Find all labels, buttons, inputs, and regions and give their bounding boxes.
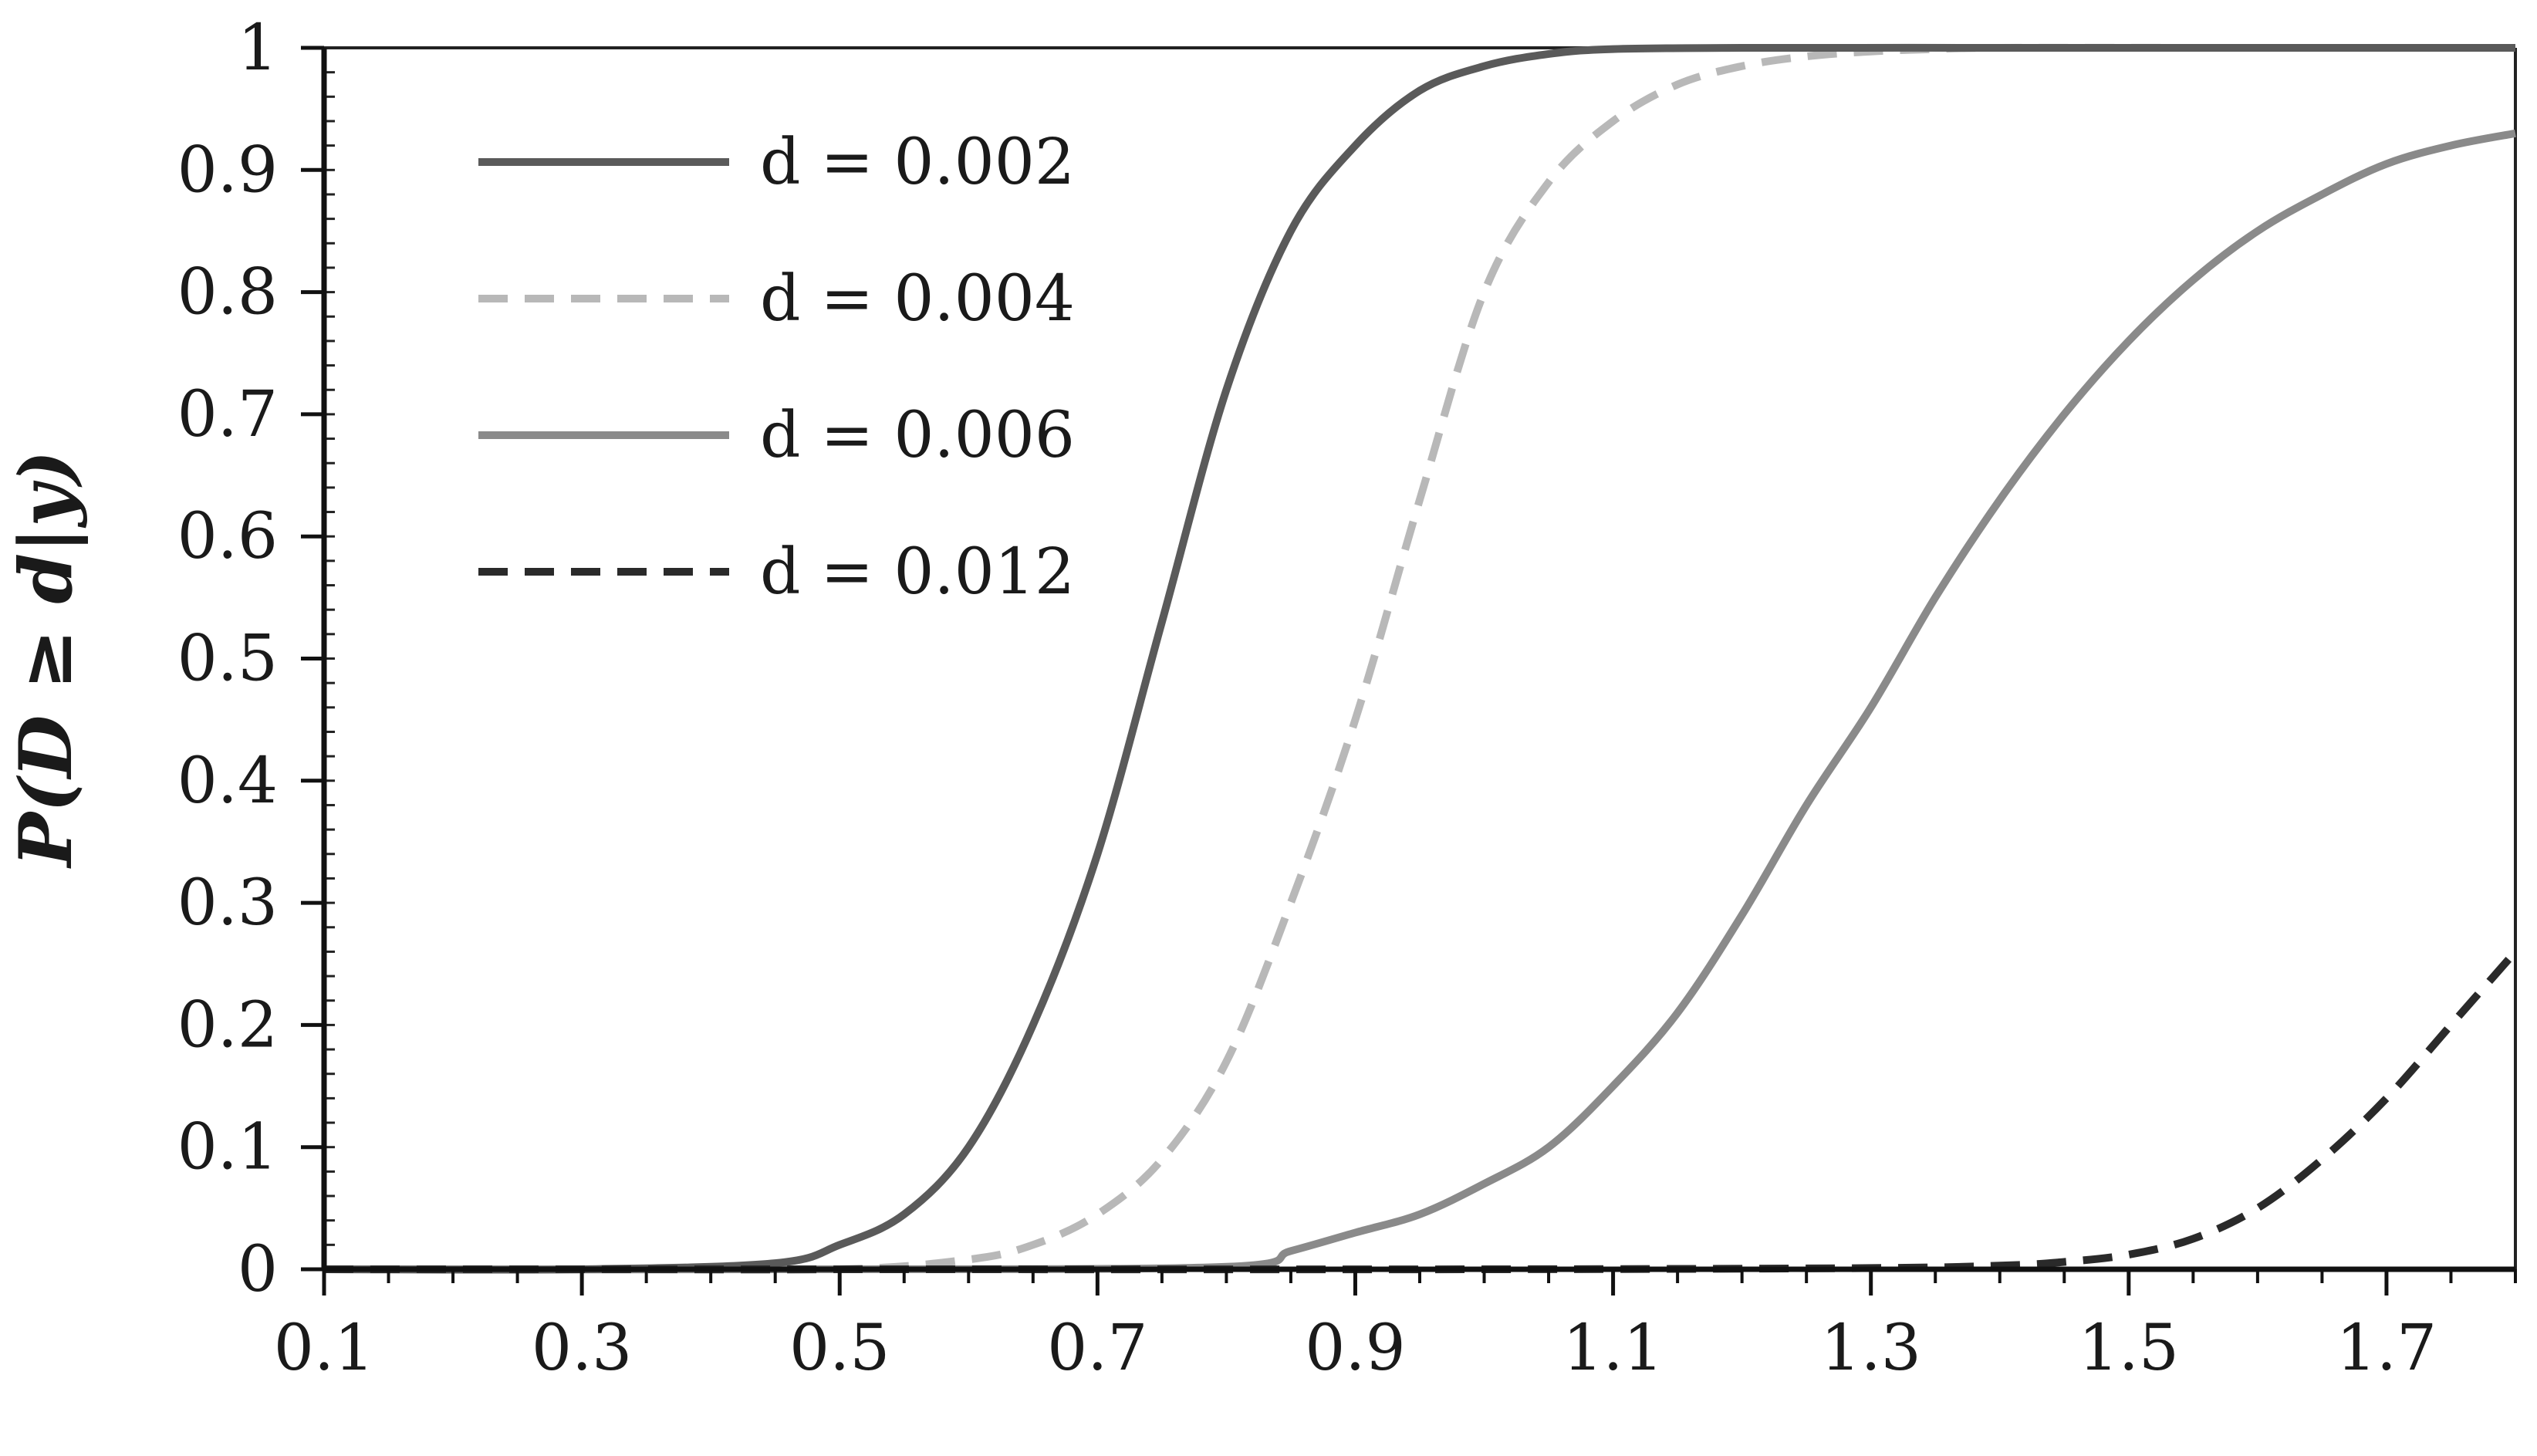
y-tick-label: 0.2 <box>177 988 278 1062</box>
y-tick-labels: 0 0.1 0.2 0.3 0.4 0.5 0.6 0.7 0.8 0.9 1 <box>177 12 278 1306</box>
x-tick-label: 0.1 <box>274 1312 374 1385</box>
y-axis-title: P(D ≥ d|y) <box>4 451 89 870</box>
series-line-0 <box>323 43 2515 1274</box>
y-tick-label: 0.1 <box>177 1111 278 1184</box>
y-tick-label: 1 <box>238 12 278 85</box>
y-tick-label: 0.8 <box>177 256 278 329</box>
legend-label-3: d = 0.012 <box>760 535 1075 609</box>
y-tick-label: 0.3 <box>177 867 278 940</box>
legend-label-1: d = 0.004 <box>760 262 1075 336</box>
x-tick-label: 1.5 <box>2079 1312 2179 1385</box>
series-line-1 <box>323 43 2515 1274</box>
axes-layer <box>301 46 2517 1296</box>
x-tick-label: 1.1 <box>1562 1312 1663 1385</box>
legend: d = 0.002 d = 0.004 d = 0.006 d = 0.012 <box>478 126 1075 609</box>
y-tick-label: 0.5 <box>177 623 278 696</box>
x-tick-label: 0.5 <box>789 1312 890 1385</box>
x-tick-label: 0.9 <box>1305 1312 1405 1385</box>
x-tick-label: 1.3 <box>1820 1312 1920 1385</box>
y-tick-label: 0.9 <box>177 133 278 207</box>
x-tick-label: 0.7 <box>1047 1312 1147 1385</box>
x-tick-label: 1.7 <box>2336 1312 2437 1385</box>
legend-label-2: d = 0.006 <box>760 399 1075 472</box>
x-tick-label: 0.3 <box>532 1312 632 1385</box>
y-tick-label: 0.4 <box>177 745 278 818</box>
legend-label-0: d = 0.002 <box>760 126 1075 199</box>
y-tick-label: 0 <box>238 1233 278 1306</box>
y-tick-label: 0.7 <box>177 378 278 451</box>
x-tick-labels: 0.1 0.3 0.5 0.7 0.9 1.1 1.3 1.5 1.7 <box>274 1312 2437 1385</box>
y-tick-label: 0.6 <box>177 500 278 573</box>
